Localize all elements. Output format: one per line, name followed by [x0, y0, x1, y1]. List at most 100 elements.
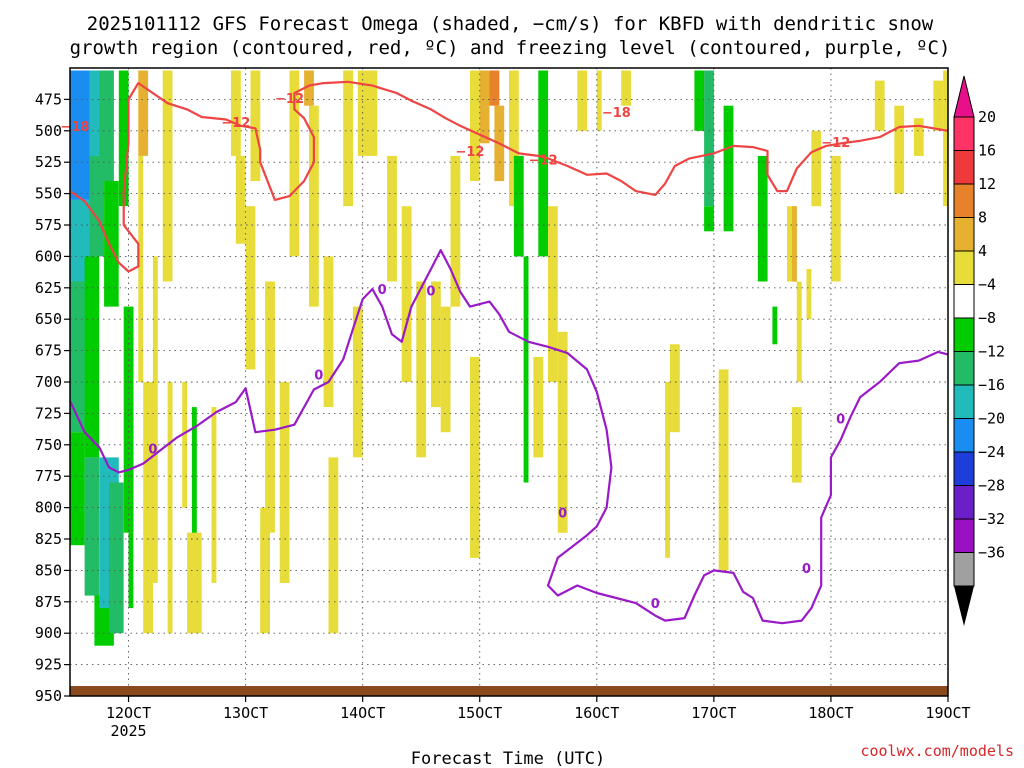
- y-tick-label: 500: [35, 122, 62, 140]
- omega-cell: [621, 70, 631, 106]
- omega-cell: [138, 155, 144, 382]
- colorbar-tick-label: 12: [978, 175, 996, 193]
- credit-text: coolwx.com/models: [860, 742, 1014, 760]
- omega-cell: [245, 206, 256, 370]
- x-tick-label: 19OCT: [925, 704, 970, 722]
- omega-cell: [933, 80, 944, 131]
- omega-cell: [596, 70, 602, 131]
- omega-cell: [401, 206, 412, 382]
- omega-cell: [104, 181, 119, 307]
- x-tick-label: 18OCT: [808, 704, 853, 722]
- red-dgz-contour: [69, 80, 949, 273]
- y-tick-label: 600: [35, 247, 62, 265]
- y-tick-label: 475: [35, 90, 62, 108]
- colorbar-tick-label: −24: [978, 443, 1005, 461]
- omega-cell: [84, 457, 100, 596]
- y-tick-label: 950: [35, 687, 62, 705]
- omega-cell: [138, 70, 149, 156]
- colorbar-tick-label: 8: [978, 209, 987, 227]
- omega-cell: [289, 70, 300, 257]
- omega-cell: [665, 382, 670, 558]
- purple-contour-label: 0: [651, 597, 660, 612]
- omega-cell: [279, 382, 290, 583]
- colorbar-tick-label: −20: [978, 410, 1005, 428]
- omega-cell: [265, 281, 275, 533]
- x-tick-label: 16OCT: [574, 704, 619, 722]
- y-tick-label: 625: [35, 279, 62, 297]
- omega-cell: [509, 70, 519, 207]
- omega-cell: [538, 70, 549, 257]
- terrain-bar: [70, 686, 948, 696]
- omega-cell: [513, 155, 524, 257]
- omega-cell: [416, 281, 427, 458]
- omega-cell: [152, 256, 158, 583]
- purple-contour-label: 0: [426, 284, 435, 299]
- omega-cell: [182, 382, 188, 508]
- omega-cell: [489, 70, 500, 106]
- omega-cell: [191, 407, 197, 609]
- omega-cell: [387, 155, 397, 282]
- x-tick-label: 14OCT: [340, 704, 385, 722]
- y-tick-label: 850: [35, 561, 62, 579]
- x-tick-label: 15OCT: [457, 704, 502, 722]
- omega-cell: [718, 369, 729, 571]
- purple-contour-label: 0: [378, 283, 387, 298]
- red-contour-label: −18: [602, 106, 631, 121]
- omega-cell: [533, 356, 544, 458]
- omega-cell: [806, 269, 812, 320]
- y-tick-label: 900: [35, 624, 62, 642]
- omega-cell: [830, 155, 841, 282]
- x-tick-label: 12OCT: [106, 704, 151, 722]
- omega-cell: [670, 344, 680, 433]
- omega-cell: [894, 105, 905, 194]
- omega-cell: [450, 155, 461, 307]
- y-tick-label: 525: [35, 153, 62, 171]
- omega-cell: [723, 105, 734, 232]
- omega-cell: [791, 206, 797, 282]
- purple-freezing-contour: [69, 249, 949, 625]
- omega-cell: [704, 70, 714, 207]
- y-axis: 475 500 525 550 575 600 625 650 675 700 725 750 775 8…: [35, 90, 70, 705]
- colorbar-tick-label: −28: [978, 477, 1005, 495]
- purple-contour-label: 0: [314, 368, 323, 383]
- omega-cell: [874, 80, 885, 131]
- grid-lines: [70, 68, 949, 697]
- red-contour-label: −18: [60, 120, 89, 135]
- terrain-strip: [70, 686, 948, 696]
- colorbar-segment: [953, 217, 975, 252]
- omega-cell: [323, 256, 334, 408]
- omega-cell: [772, 306, 778, 345]
- y-tick-label: 825: [35, 530, 62, 548]
- colorbar-tick-label: −16: [978, 376, 1005, 394]
- omega-cell: [187, 532, 202, 634]
- colorbar-segment: [953, 284, 975, 319]
- colorbar-tick-label: 4: [978, 242, 987, 260]
- colorbar-segment: [953, 250, 975, 285]
- colorbar: 20 16 12 8 4 −4 −8 −12 −16 −20 −24 −28 −32 −36: [953, 75, 1005, 626]
- y-tick-label: 750: [35, 436, 62, 454]
- red-contour-label: −12: [221, 116, 250, 131]
- y-tick-label: 725: [35, 404, 62, 422]
- omega-cell: [577, 70, 588, 131]
- omega-cell: [109, 482, 124, 634]
- x-tick-sublabel: 2025: [110, 722, 146, 740]
- colorbar-segment: [953, 552, 975, 587]
- omega-cell: [211, 407, 217, 583]
- omega-cell: [470, 356, 480, 558]
- y-tick-label: 575: [35, 216, 62, 234]
- colorbar-tick-label: −4: [978, 276, 996, 294]
- y-tick-label: 700: [35, 373, 62, 391]
- omega-cell: [479, 70, 490, 144]
- y-tick-label: 800: [35, 499, 62, 517]
- colorbar-segment: [953, 518, 975, 553]
- omega-cell: [352, 306, 363, 458]
- chart-title-line1: 2025101112 GFS Forecast Omega (shaded, −…: [87, 13, 934, 35]
- y-tick-label: 675: [35, 342, 62, 360]
- colorbar-tick-label: 16: [978, 142, 996, 160]
- y-tick-label: 925: [35, 656, 62, 674]
- x-tick-label: 13OCT: [223, 704, 268, 722]
- chart-title-line2: growth region (contoured, red, ºC) and f…: [70, 37, 951, 59]
- omega-cell: [89, 155, 105, 257]
- plot-area: −12 −12 −18 −12 −12 −18 −12 0 0 0 0 0 0 0 0: [60, 67, 949, 697]
